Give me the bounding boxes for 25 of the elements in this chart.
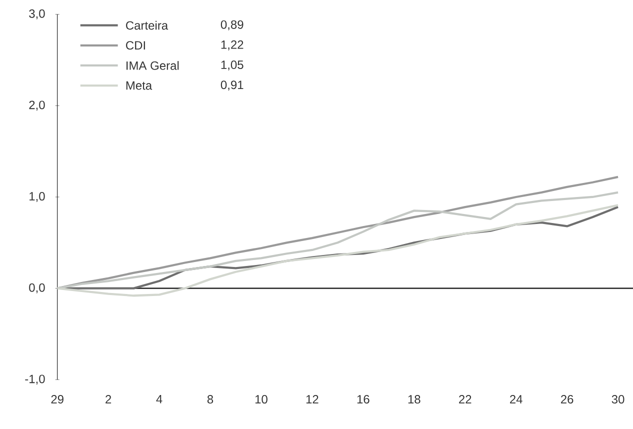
x-tick-label: 22 <box>459 395 472 404</box>
x-tick-label: 26 <box>560 395 574 404</box>
x-tick-label: 10 <box>255 395 268 404</box>
x-tick-label: 18 <box>408 395 420 404</box>
legend-label: IMA Geral <box>126 61 179 70</box>
y-tick-label: 0,0 <box>29 283 45 294</box>
annotation: 0,91 <box>220 80 244 91</box>
annotation: 1,05 <box>221 60 244 70</box>
x-tick-label: 2 <box>106 395 112 404</box>
y-tick-label: -1,0 <box>25 374 45 385</box>
y-tick-label: 2,0 <box>29 100 45 111</box>
y-tick-label: 3,0 <box>29 9 45 20</box>
x-tick-label: 24 <box>510 395 522 404</box>
x-tick-label: 29 <box>51 395 64 404</box>
annotation: 0,89 <box>220 20 244 30</box>
x-tick-label: 12 <box>306 395 318 404</box>
y-tick-label: 1,0 <box>30 192 45 202</box>
x-tick-label: 8 <box>207 395 214 404</box>
x-tick-label: 4 <box>156 395 162 404</box>
x-tick-label: 16 <box>357 395 370 404</box>
annotation: 1,22 <box>221 40 244 50</box>
legend-label: Meta <box>126 81 152 90</box>
x-tick-label: 30 <box>612 395 624 404</box>
legend-label: CDI <box>126 41 145 50</box>
legend-label: Carteira <box>126 20 168 30</box>
